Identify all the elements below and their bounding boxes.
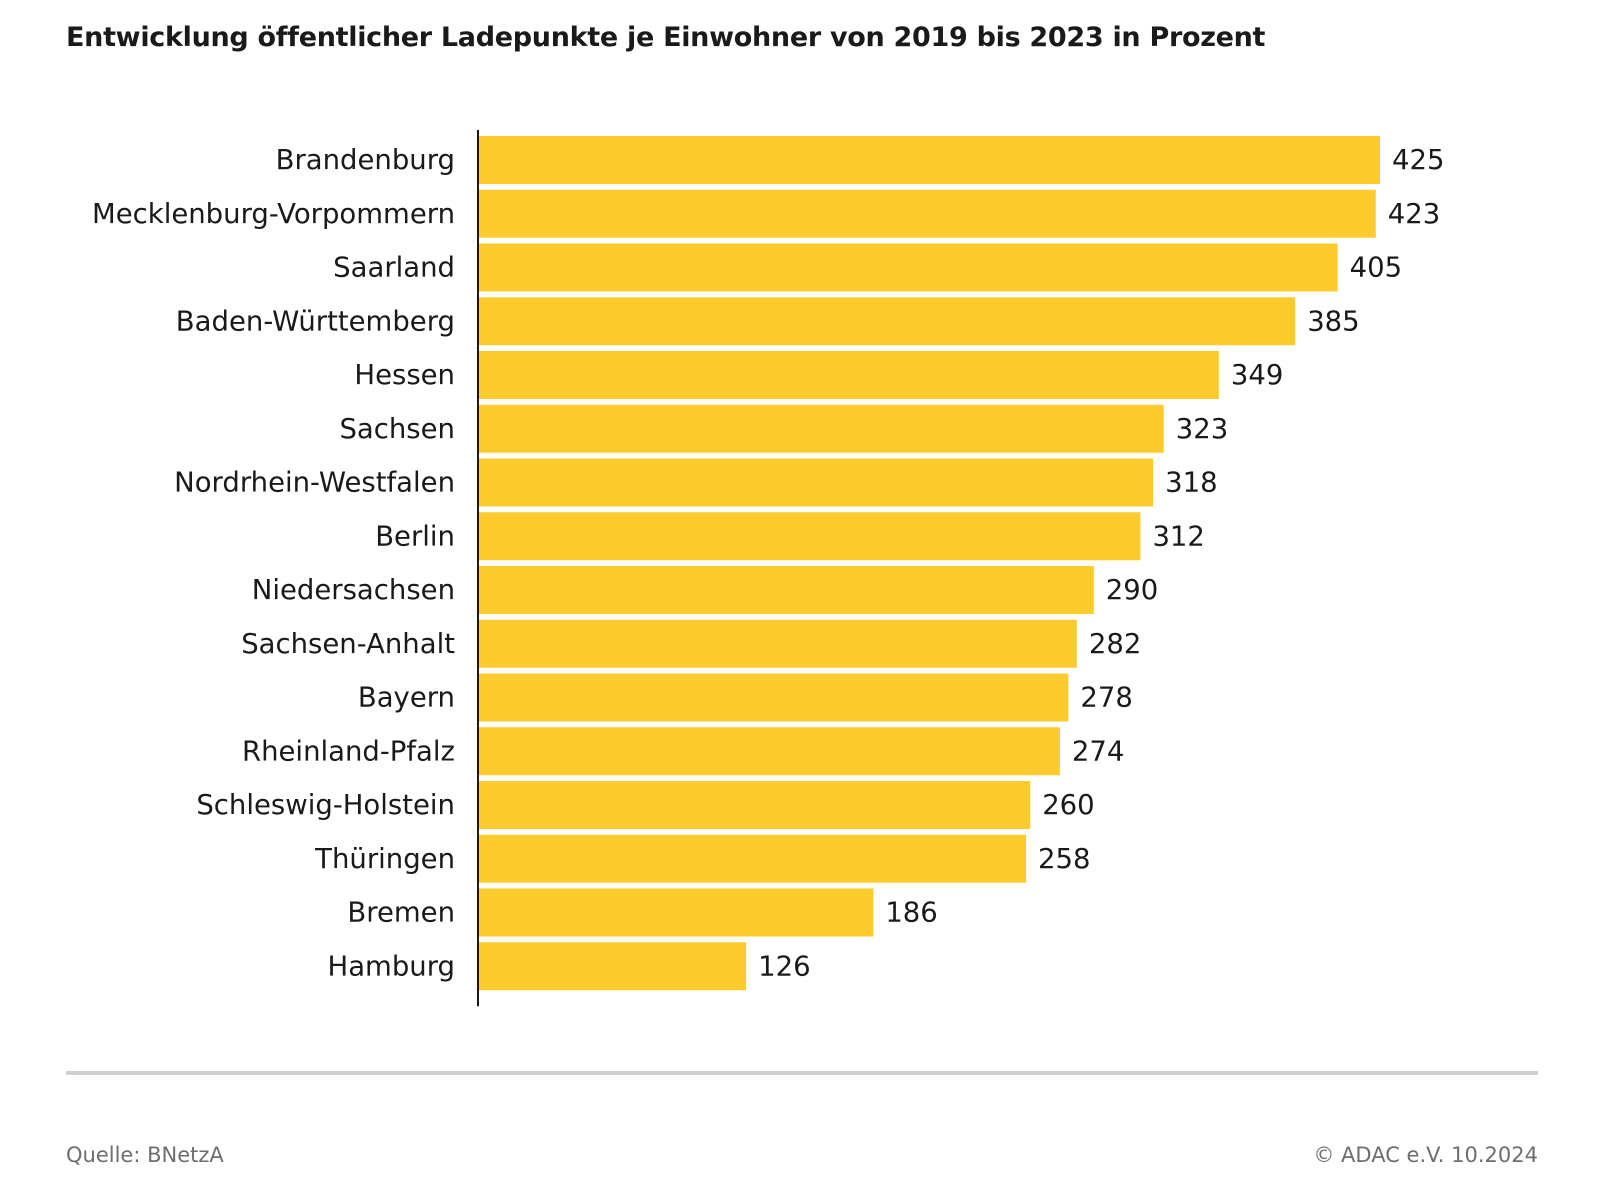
category-label: Nordrhein-Westfalen — [174, 467, 455, 499]
bar-chart: Brandenburg Mecklenburg-Vorpommern Saarlan… — [92, 130, 1445, 1007]
bar-schleswig-holstein — [479, 781, 1031, 829]
value-label: 260 — [1042, 789, 1095, 821]
category-label: Baden-Württemberg — [176, 305, 455, 337]
category-label: Bremen — [347, 897, 455, 929]
source-note: Quelle: BNetzA — [66, 1143, 224, 1167]
category-label: Sachsen — [339, 413, 455, 445]
category-label: Rheinland-Pfalz — [242, 735, 455, 767]
value-label: 385 — [1307, 305, 1360, 337]
category-label: Berlin — [375, 520, 455, 552]
bar-sachsen — [479, 404, 1164, 453]
bar-rheinland-pfalz — [479, 727, 1060, 776]
bar-sachsen-anhalt — [479, 619, 1077, 668]
value-label: 425 — [1392, 144, 1445, 176]
value-label: 126 — [758, 950, 811, 982]
value-label: 312 — [1152, 520, 1205, 552]
category-label: Brandenburg — [276, 144, 455, 176]
bar-saarland — [479, 243, 1338, 292]
bar-nordrhein-westfalen — [479, 458, 1154, 507]
value-label: 323 — [1176, 413, 1229, 445]
category-label: Schleswig-Holstein — [196, 789, 455, 821]
value-label: 274 — [1072, 735, 1125, 767]
category-label: Saarland — [333, 252, 455, 284]
bar-berlin — [479, 512, 1141, 561]
value-label: 405 — [1350, 252, 1403, 284]
chart-title: Entwicklung öffentlicher Ladepunkte je E… — [66, 22, 1266, 53]
category-label: Thüringen — [314, 843, 455, 875]
bar-hessen — [479, 351, 1219, 399]
category-label: Hessen — [354, 359, 455, 391]
category-label: Mecklenburg-Vorpommern — [92, 198, 455, 230]
footer-divider — [66, 1071, 1538, 1075]
copyright-note: © ADAC e.V. 10.2024 — [1313, 1143, 1538, 1167]
bar-bremen — [479, 888, 874, 937]
category-labels: Brandenburg Mecklenburg-Vorpommern Saarlan… — [92, 144, 455, 982]
bar-bayern — [479, 673, 1069, 722]
value-label: 349 — [1231, 359, 1284, 391]
bars-group — [479, 136, 1380, 991]
category-label: Bayern — [358, 682, 455, 714]
bar-brandenburg — [479, 136, 1380, 184]
value-label: 423 — [1388, 198, 1441, 230]
bar-mecklenburg-vorpommern — [479, 189, 1376, 238]
value-label: 278 — [1080, 682, 1133, 714]
bar-baden-w-rttemberg — [479, 297, 1296, 346]
value-label: 282 — [1089, 628, 1142, 660]
value-label: 318 — [1165, 467, 1218, 499]
bar-th-ringen — [479, 834, 1026, 883]
category-label: Niedersachsen — [252, 574, 455, 606]
bar-niedersachsen — [479, 566, 1094, 614]
category-label: Hamburg — [328, 950, 455, 982]
value-label: 186 — [885, 897, 938, 929]
value-label: 290 — [1106, 574, 1159, 606]
category-label: Sachsen-Anhalt — [241, 628, 455, 660]
value-label: 258 — [1038, 843, 1091, 875]
bar-hamburg — [479, 942, 747, 991]
